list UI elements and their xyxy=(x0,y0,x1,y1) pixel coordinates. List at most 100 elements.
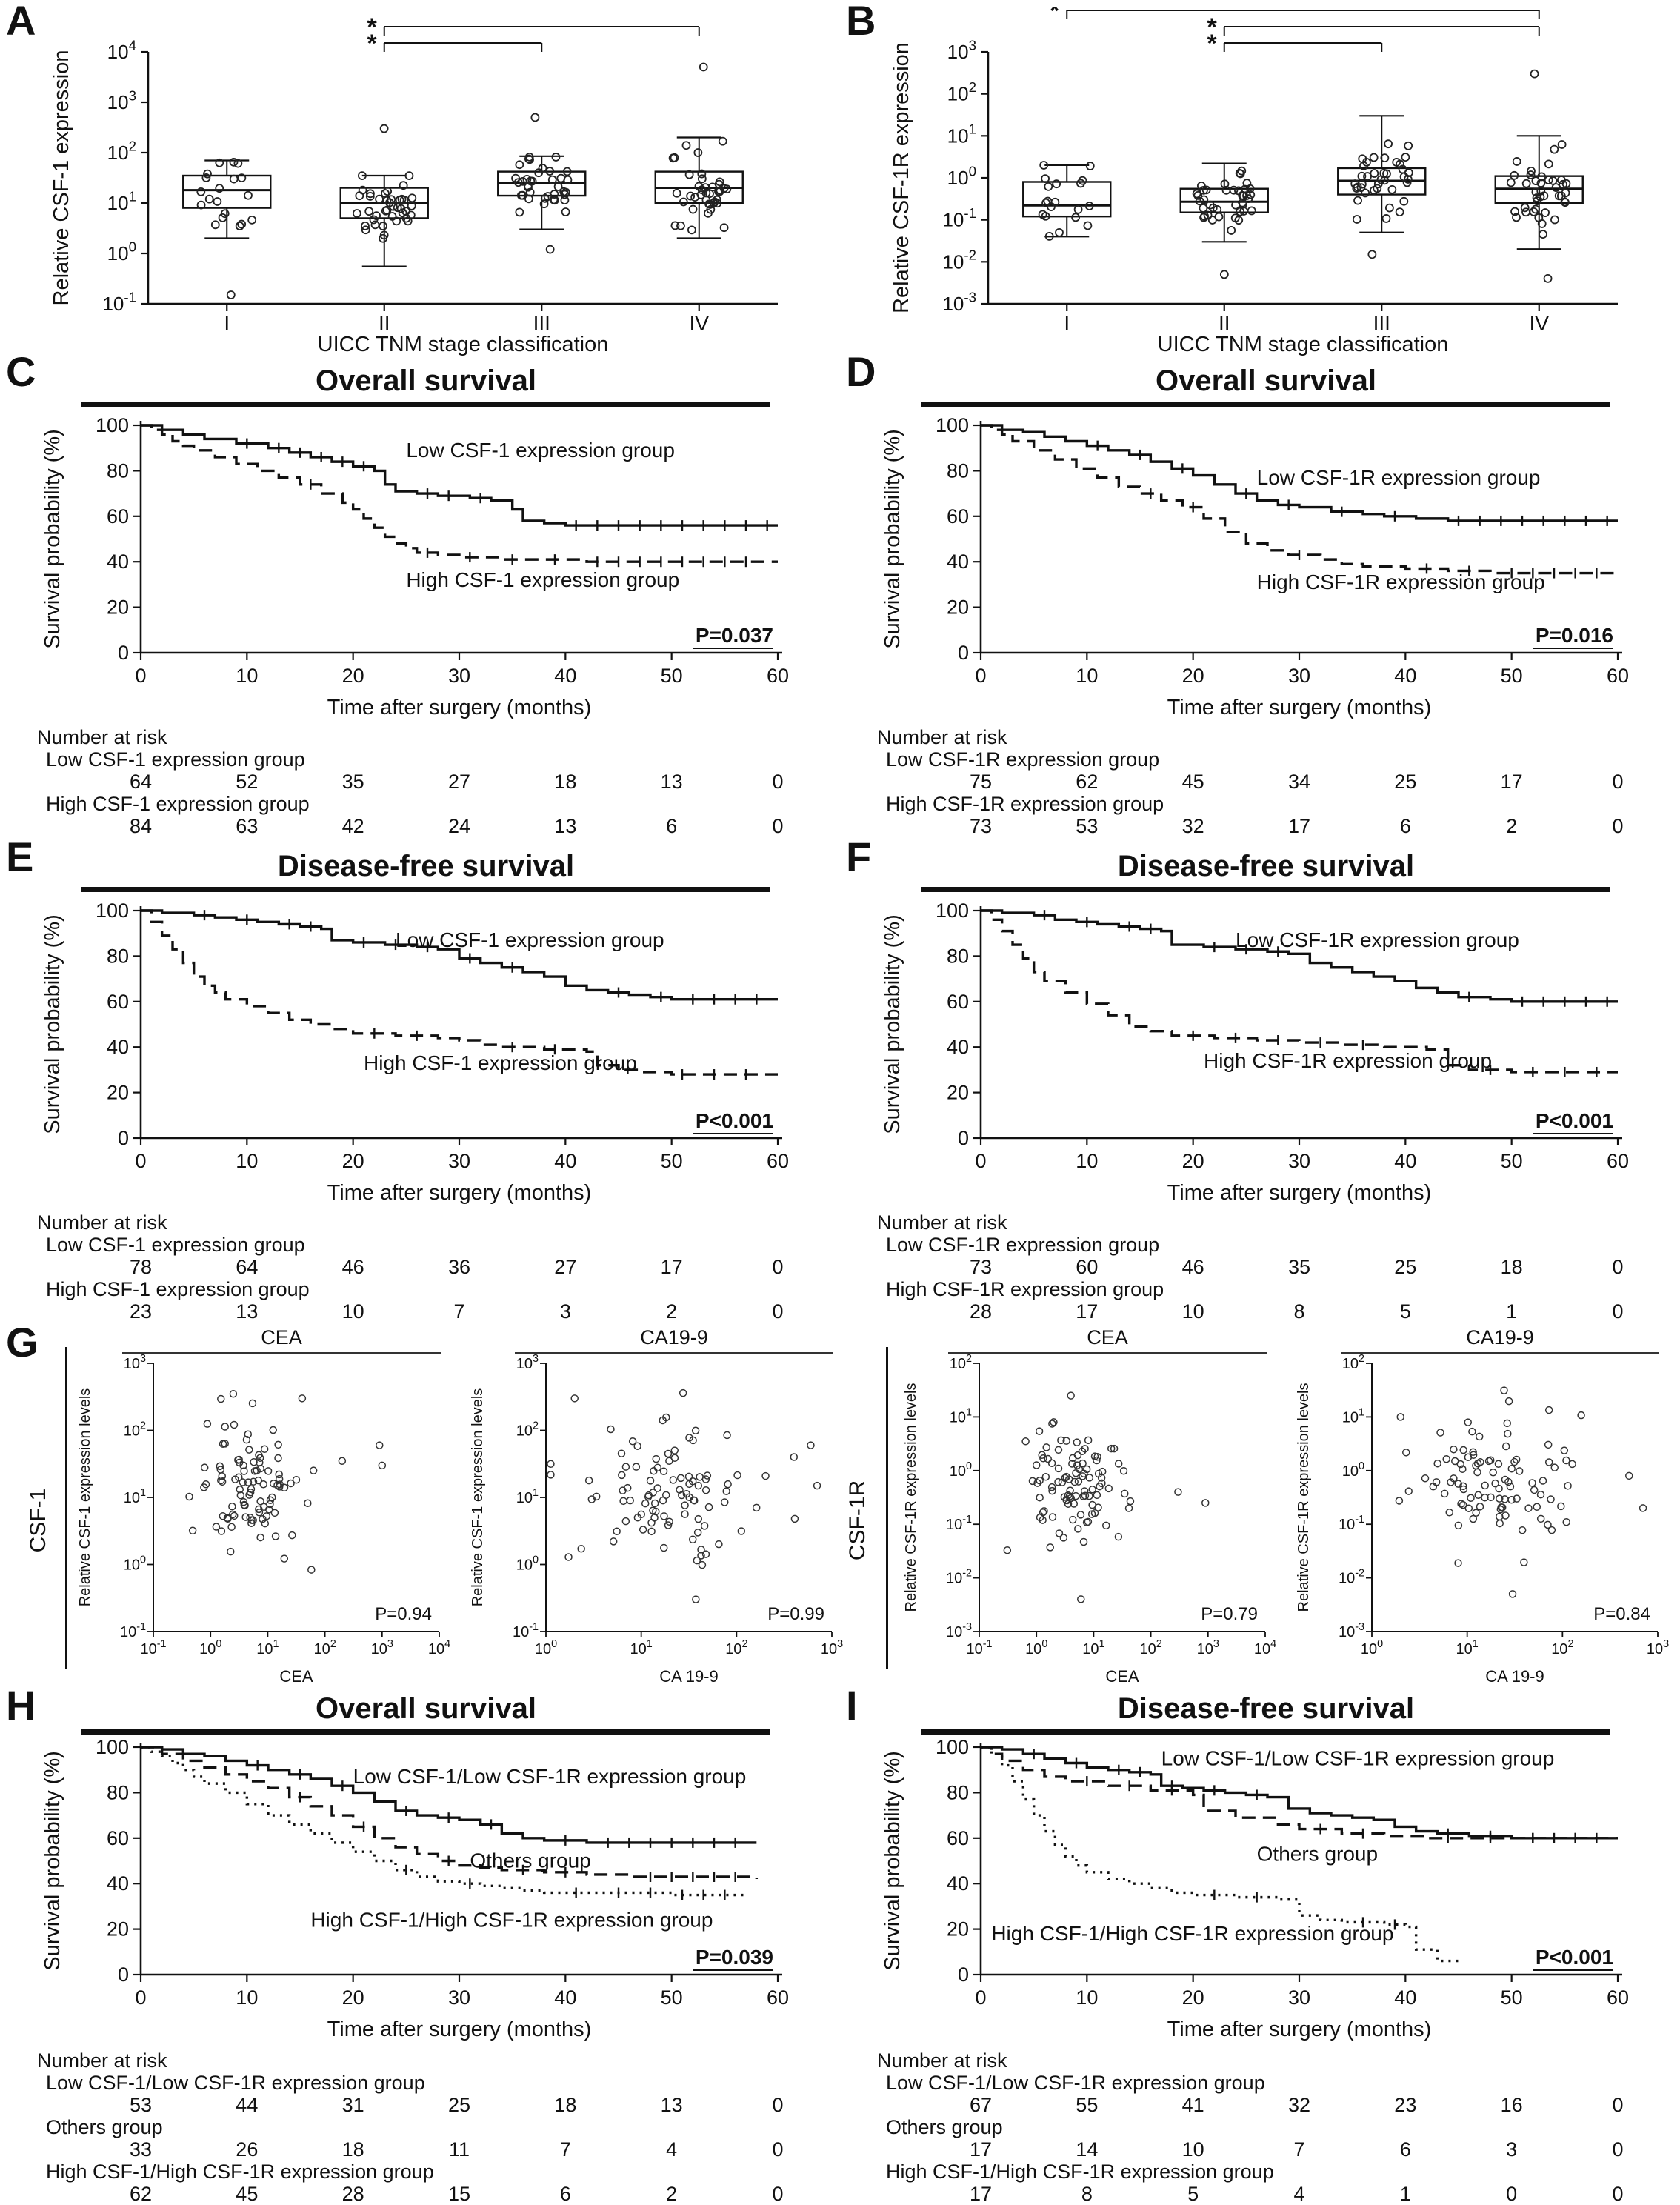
risk-rows: Low CSF-1R expression group 75 62 45 34 25 17 0… xyxy=(870,748,1655,837)
svg-text:100: 100 xyxy=(96,414,129,436)
risk-count: 0 xyxy=(1612,1300,1624,1323)
risk-count: 3 xyxy=(1506,2138,1518,2161)
km-overall-survival-combined: 0 20 40 60 80 100 0 10 20 30 40 50 60 Time after surg… xyxy=(30,1734,815,2049)
km-E: 0 20 40 60 80 100 0 10 20 30 40 50 60 Time after surg… xyxy=(41,899,789,1205)
svg-text:102: 102 xyxy=(124,1420,146,1440)
risk-count: 11 xyxy=(448,2138,470,2161)
svg-text:10: 10 xyxy=(1076,1150,1098,1172)
km-curve-dotted xyxy=(981,1746,1459,1963)
risk-count: 13 xyxy=(236,1300,259,1323)
svg-text:80: 80 xyxy=(947,1781,969,1803)
km-curve-solid xyxy=(141,909,778,1001)
svg-text:P=0.037: P=0.037 xyxy=(696,624,773,647)
svg-text:20: 20 xyxy=(107,1082,129,1104)
panel-h: H Overall survival 0 20 40 60 80 100 0 10 20 30 40… xyxy=(0,1685,840,2205)
svg-text:0: 0 xyxy=(118,642,129,664)
svg-text:10-3: 10-3 xyxy=(1339,1621,1364,1640)
svg-text:*: * xyxy=(1207,30,1218,58)
svg-text:20: 20 xyxy=(107,596,129,619)
svg-text:50: 50 xyxy=(1501,1150,1523,1172)
svg-text:104: 104 xyxy=(107,37,136,63)
km-D: 0 20 40 60 80 100 0 10 20 30 40 50 60 Time after surg… xyxy=(881,414,1629,719)
risk-count: 0 xyxy=(1612,2183,1624,2205)
panel-d-letter: D xyxy=(846,348,876,395)
risk-row-label: High CSF-1R expression group xyxy=(886,1278,1164,1300)
svg-text:II: II xyxy=(379,312,390,335)
svg-text:High CSF-1R expression group: High CSF-1R expression group xyxy=(1257,571,1545,593)
risk-count: 62 xyxy=(129,2183,153,2205)
svg-text:Survival probability (%): Survival probability (%) xyxy=(881,1751,904,1971)
svg-text:CA 19-9: CA 19-9 xyxy=(659,1667,719,1686)
risk-count: 53 xyxy=(129,2094,153,2116)
svg-text:20: 20 xyxy=(947,1918,969,1940)
km-curve-solid xyxy=(141,424,778,527)
svg-text:102: 102 xyxy=(947,79,976,105)
svg-text:10-3: 10-3 xyxy=(946,1621,972,1640)
km-H: 0 20 40 60 80 100 0 10 20 30 40 50 60 Time after surg… xyxy=(41,1736,789,2041)
svg-text:20: 20 xyxy=(107,1918,129,1940)
risk-count: 3 xyxy=(559,1300,571,1323)
panel-a-letter: A xyxy=(6,0,36,44)
risk-count: 45 xyxy=(1181,771,1204,793)
risk-count: 0 xyxy=(772,2138,784,2161)
svg-text:40: 40 xyxy=(1394,665,1416,687)
risk-count: 26 xyxy=(236,2138,259,2161)
csf1-group-divider xyxy=(65,1347,67,1669)
risk-count: 2 xyxy=(666,2183,678,2205)
risk-row-counts: 62 45 28 15 6 2 0 xyxy=(30,2183,815,2205)
risk-count: 0 xyxy=(772,2183,784,2205)
risk-rows: Low CSF-1 expression group 78 64 46 36 27 17 0 H… xyxy=(30,1234,815,1323)
risk-count: 46 xyxy=(341,1256,364,1278)
svg-text:60: 60 xyxy=(767,665,789,687)
svg-text:100: 100 xyxy=(96,1736,129,1758)
svg-text:*: * xyxy=(1050,7,1060,25)
svg-text:10-1: 10-1 xyxy=(966,1638,992,1657)
svg-text:100: 100 xyxy=(1025,1638,1047,1657)
risk-rows: Low CSF-1/Low CSF-1R expression group 67 5… xyxy=(870,2072,1655,2205)
risk-count: 0 xyxy=(772,1300,784,1323)
risk-count: 17 xyxy=(1287,815,1311,837)
svg-text:80: 80 xyxy=(107,459,129,482)
svg-text:*: * xyxy=(367,30,378,58)
risk-row-counts: 17 14 10 7 6 3 0 xyxy=(870,2138,1655,2161)
svg-text:I: I xyxy=(224,312,230,335)
svg-text:High CSF-1 expression group: High CSF-1 expression group xyxy=(364,1051,637,1074)
risk-count: 10 xyxy=(341,1300,364,1323)
svg-text:60: 60 xyxy=(107,1827,129,1849)
svg-text:101: 101 xyxy=(1082,1638,1104,1657)
risk-count: 46 xyxy=(1181,1256,1204,1278)
svg-text:10: 10 xyxy=(236,665,258,687)
svg-text:Low CSF-1 expression group: Low CSF-1 expression group xyxy=(396,928,664,951)
km-curve-solid xyxy=(141,1746,757,1844)
km-overall-survival-csf1: 0 20 40 60 80 100 0 10 20 30 40 50 60 Time after surg… xyxy=(30,412,815,727)
svg-text:20: 20 xyxy=(342,1150,364,1172)
risk-count: 0 xyxy=(772,2094,784,2116)
risk-count: 27 xyxy=(554,1256,577,1278)
svg-text:Survival probability (%): Survival probability (%) xyxy=(881,429,904,649)
panel-b-letter: B xyxy=(846,0,876,44)
panel-h-letter: H xyxy=(6,1682,36,1729)
risk-count: 25 xyxy=(1394,771,1417,793)
km-curve-dashed xyxy=(141,909,778,1076)
risk-row-counts: 28 17 10 8 5 1 0 xyxy=(870,1300,1655,1323)
svg-text:104: 104 xyxy=(428,1638,450,1657)
svg-text:80: 80 xyxy=(107,1781,129,1803)
risk-count: 17 xyxy=(969,2183,993,2205)
risk-count: 17 xyxy=(1500,771,1523,793)
panel-d: D Overall survival 0 20 40 60 80 100 0 10 20 30 40… xyxy=(840,351,1680,841)
svg-text:100: 100 xyxy=(535,1638,557,1657)
km-dfs-csf1: 0 20 40 60 80 100 0 10 20 30 40 50 60 Time after surg… xyxy=(30,897,815,1212)
risk-count: 36 xyxy=(447,1256,471,1278)
svg-text:103: 103 xyxy=(516,1354,539,1372)
risk-count: 53 xyxy=(1076,815,1099,837)
svg-text:Relative CSF-1 expression leve: Relative CSF-1 expression levels xyxy=(470,1388,486,1607)
scatter-csf1-cea-plot: 10-1 100 101 102 103 10-1 100 101 102 103 104 CEA Re… xyxy=(70,1353,456,1692)
svg-text:10-2: 10-2 xyxy=(942,247,976,273)
scatter-csf1r-ca199-plot: 10-3 10-2 10-1 100 101 102 100 101 102 103 CA 19-9… xyxy=(1289,1353,1674,1692)
svg-text:101: 101 xyxy=(1342,1406,1364,1426)
risk-table-f: Number at risk Low CSF-1R expression gro… xyxy=(870,1211,1655,1323)
svg-text:Time after surgery (months): Time after surgery (months) xyxy=(327,2018,592,2041)
panel-h-title: Overall survival xyxy=(81,1692,770,1735)
svg-text:P=0.039: P=0.039 xyxy=(696,1946,773,1969)
svg-text:Relative CSF-1R expression: Relative CSF-1R expression xyxy=(890,42,913,313)
